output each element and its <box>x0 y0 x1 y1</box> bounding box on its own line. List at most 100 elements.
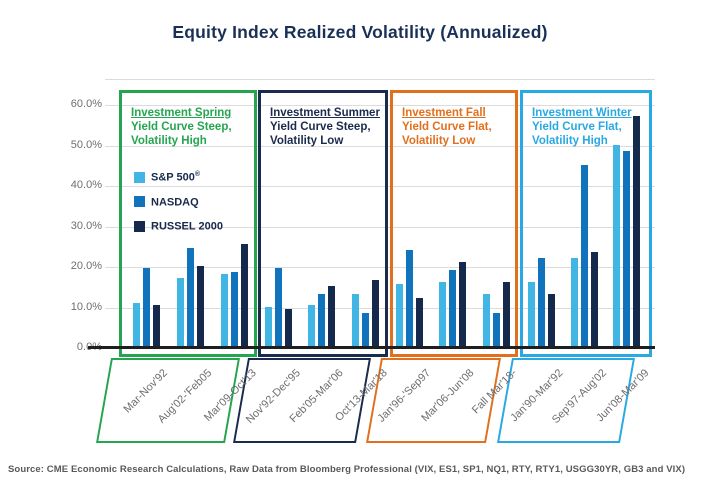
legend-item: NASDAQ <box>134 196 223 209</box>
russel-2000-swatch-icon <box>134 221 145 233</box>
bar-cluster <box>613 116 640 347</box>
bar-s-p-500 <box>613 144 620 347</box>
season-condition-2: Volatility Low <box>402 135 476 147</box>
bar-s-p-500 <box>352 294 359 347</box>
season-header: Investment Summer Yield Curve Steep, Volat… <box>261 93 385 148</box>
bar-russel-2000 <box>197 266 204 347</box>
bar-s-p-500 <box>308 304 315 347</box>
bar-nasdaq <box>275 268 282 347</box>
bar-russel-2000 <box>153 304 160 347</box>
season-box-4: Investment Winter Yield Curve Flat, Volati… <box>520 90 652 357</box>
bar-s-p-500 <box>265 306 272 347</box>
bar-nasdaq <box>538 257 545 347</box>
gridline <box>105 226 655 228</box>
season-box-2: Investment Summer Yield Curve Steep, Volat… <box>258 90 388 357</box>
legend-text: NASDAQ <box>151 196 199 209</box>
bar-russel-2000 <box>591 251 598 347</box>
bar-nasdaq <box>362 312 369 347</box>
season-name: Investment Fall <box>402 107 486 119</box>
bar-nasdaq <box>143 268 150 347</box>
bar-s-p-500 <box>133 302 140 347</box>
legend-label: NASDAQ <box>151 196 199 209</box>
chart-title: Equity Index Realized Volatility (Annual… <box>172 22 548 42</box>
season-name: Investment Spring <box>131 107 232 119</box>
legend-label: RUSSEL 2000 <box>151 220 223 233</box>
season-condition-1: Yield Curve Flat, <box>532 121 622 133</box>
legend-item: S&P 500® <box>134 171 223 184</box>
bar-russel-2000 <box>633 116 640 347</box>
s-p-500-swatch-icon <box>134 171 145 183</box>
season-box-3: Investment Fall Yield Curve Flat, Volatili… <box>390 90 518 357</box>
bar-nasdaq <box>318 294 325 347</box>
bar-cluster <box>528 257 555 347</box>
bar-russel-2000 <box>548 294 555 347</box>
bar-s-p-500 <box>221 274 228 347</box>
gridline <box>105 307 655 309</box>
bar-cluster <box>439 262 466 347</box>
x-axis-label-area: Mar-Nov'92 Aug'02-'Feb05 Mar'09-Oct'13 Nov'… <box>0 357 720 457</box>
plot-top-border <box>105 79 655 80</box>
bar-cluster <box>133 268 160 347</box>
bars-layer <box>393 104 515 347</box>
season-name: Investment Winter <box>532 107 632 119</box>
bar-russel-2000 <box>285 308 292 347</box>
season-header: Investment Fall Yield Curve Flat, Volatili… <box>393 93 515 148</box>
y-tick-label: 60.0% <box>70 98 102 110</box>
y-tick-label: 40.0% <box>70 179 102 191</box>
gridline <box>105 145 655 147</box>
bar-s-p-500 <box>177 278 184 347</box>
legend: S&P 500® NASDAQ RUSSEL 2000 <box>134 171 223 245</box>
season-name: Investment Summer <box>270 107 380 119</box>
season-condition-2: Volatility High <box>131 135 207 147</box>
bar-cluster <box>265 268 292 347</box>
bar-cluster <box>308 286 335 347</box>
legend-item: RUSSEL 2000 <box>134 220 223 233</box>
bar-cluster <box>352 280 379 347</box>
season-header: Investment Winter Yield Curve Flat, Volati… <box>523 93 649 148</box>
bars-layer <box>523 104 649 347</box>
bar-russel-2000 <box>416 298 423 347</box>
season-box-1: Investment Spring Yield Curve Steep, Volat… <box>119 90 257 357</box>
bar-cluster <box>571 164 598 347</box>
bar-nasdaq <box>231 272 238 347</box>
bar-russel-2000 <box>372 280 379 347</box>
gridline <box>105 105 655 106</box>
bars-layer <box>261 104 385 347</box>
y-tick-label: 50.0% <box>70 138 102 151</box>
bar-s-p-500 <box>483 294 490 347</box>
legend-label: S&P 500® <box>151 171 200 184</box>
season-condition-1: Yield Curve Steep, <box>270 121 371 133</box>
bar-cluster <box>177 247 204 347</box>
bar-cluster <box>396 249 423 347</box>
season-condition-1: Yield Curve Steep, <box>131 121 232 133</box>
source-note: Source: CME Economic Research Calculatio… <box>8 464 686 475</box>
bar-s-p-500 <box>396 284 403 347</box>
bars-layer <box>122 104 254 347</box>
season-condition-2: Volatility Low <box>270 135 344 147</box>
y-tick-label: 10.0% <box>70 300 102 313</box>
bar-nasdaq <box>623 150 630 347</box>
bar-cluster <box>221 243 248 347</box>
bar-s-p-500 <box>439 282 446 347</box>
bar-s-p-500 <box>528 282 535 347</box>
season-condition-1: Yield Curve Flat, <box>402 121 492 133</box>
bar-nasdaq <box>406 249 413 347</box>
x-axis-line <box>88 346 655 349</box>
gridline <box>105 186 655 187</box>
legend-text: S&P 500 <box>151 171 195 184</box>
bar-russel-2000 <box>503 282 510 347</box>
legend-text: RUSSEL 2000 <box>151 220 223 233</box>
nasdaq-swatch-icon <box>134 196 145 208</box>
y-tick-label: 20.0% <box>70 260 102 272</box>
season-condition-2: Volatility High <box>532 135 608 147</box>
bar-russel-2000 <box>328 286 335 347</box>
gridline <box>105 267 655 268</box>
bar-cluster <box>483 282 510 347</box>
bar-s-p-500 <box>571 257 578 347</box>
season-header: Investment Spring Yield Curve Steep, Volat… <box>122 93 254 148</box>
bar-nasdaq <box>493 312 500 347</box>
bar-nasdaq <box>581 164 588 347</box>
bar-russel-2000 <box>459 262 466 347</box>
registered-mark: ® <box>194 171 200 178</box>
y-tick-label: 30.0% <box>70 219 102 232</box>
